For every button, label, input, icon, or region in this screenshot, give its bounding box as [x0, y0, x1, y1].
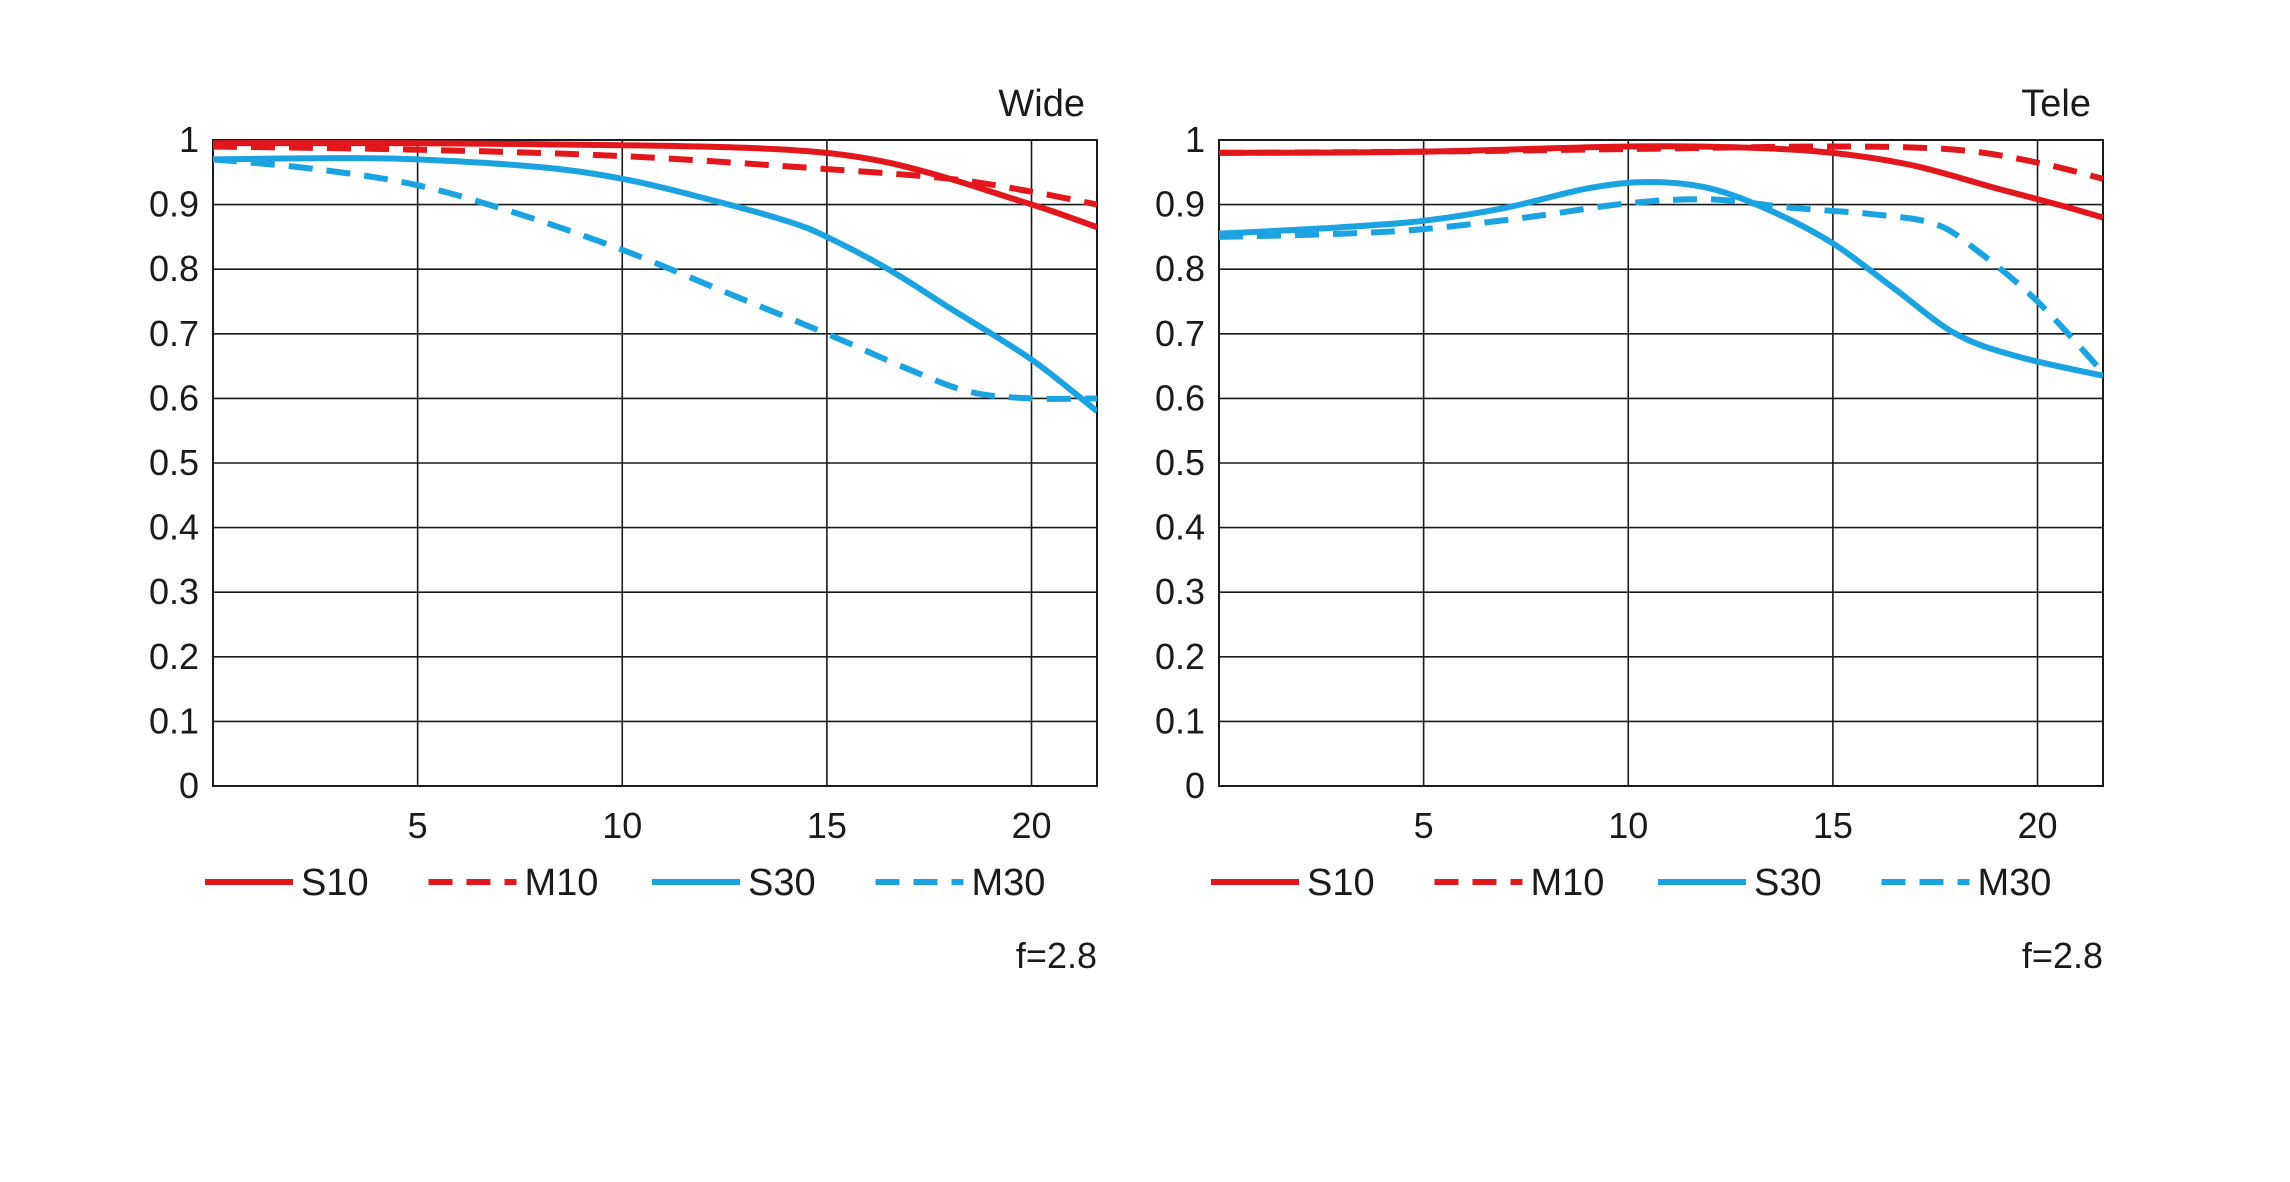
- chart-wide: 00.10.20.30.40.50.60.70.80.915 10 15 20Wide…: [149, 83, 1098, 976]
- y-tick-label: 0: [1185, 765, 1205, 806]
- y-tick-label: 1: [179, 119, 199, 160]
- plot-frame: [212, 139, 1098, 787]
- x-tick-label: 15: [807, 805, 847, 846]
- y-tick-label: 0.6: [1155, 377, 1205, 418]
- y-tick-label: 0.5: [1155, 442, 1205, 483]
- legend-label-s30: S30: [748, 862, 816, 904]
- x-tick-label: 20: [1011, 805, 1051, 846]
- y-tick-label: 0.7: [149, 313, 199, 354]
- x-tick-label: 5: [1414, 805, 1434, 846]
- series-line-m30: [213, 156, 1097, 402]
- legend-label-s30: S30: [1754, 862, 1822, 904]
- chart-title: Wide: [998, 83, 1085, 125]
- y-tick-label: 0.6: [149, 377, 199, 418]
- series-line-s10: [213, 140, 1097, 231]
- y-tick-label: 0.3: [1155, 571, 1205, 612]
- y-tick-label: 0.8: [1155, 248, 1205, 289]
- y-tick-label: 0.2: [149, 636, 199, 677]
- y-tick-label: 0.9: [149, 184, 199, 225]
- y-tick-label: 0.4: [149, 507, 199, 548]
- x-tick-label: 15: [1813, 805, 1853, 846]
- legend-label-m30: M30: [1978, 862, 2052, 904]
- series-line-m10: [1219, 143, 2103, 182]
- legend-label-m30: M30: [972, 862, 1046, 904]
- y-tick-label: 1: [1185, 119, 1205, 160]
- y-tick-label: 0.4: [1155, 507, 1205, 548]
- x-tick-label: 10: [1608, 805, 1648, 846]
- y-tick-label: 0.1: [1155, 700, 1205, 741]
- y-tick-label: 0.7: [1155, 313, 1205, 354]
- legend-label-m10: M10: [525, 862, 599, 904]
- series-group: [1219, 143, 2103, 379]
- plot-frame: [1218, 139, 2104, 787]
- aperture-note: f=2.8: [2022, 935, 2103, 976]
- series-line-s30: [213, 155, 1097, 414]
- legend-label-s10: S10: [1307, 862, 1375, 904]
- chart-tele: 00.10.20.30.40.50.60.70.80.915 10 15 20Tele…: [1155, 83, 2104, 976]
- series-line-m10: [213, 143, 1097, 208]
- series-group: [213, 140, 1097, 414]
- y-tick-label: 0.2: [1155, 636, 1205, 677]
- chart-title: Tele: [2021, 83, 2091, 125]
- y-tick-label: 0.5: [149, 442, 199, 483]
- y-tick-label: 0.3: [149, 571, 199, 612]
- x-tick-label: 5: [408, 805, 428, 846]
- y-tick-label: 0.8: [149, 248, 199, 289]
- y-tick-label: 0.1: [149, 700, 199, 741]
- x-tick-label: 20: [2017, 805, 2057, 846]
- x-tick-label: 10: [602, 805, 642, 846]
- y-tick-label: 0.9: [1155, 184, 1205, 225]
- y-tick-label: 0: [179, 765, 199, 806]
- series-line-m30: [1219, 196, 2103, 375]
- legend-label-s10: S10: [301, 862, 369, 904]
- aperture-note: f=2.8: [1016, 935, 1097, 976]
- series-line-s30: [1219, 179, 2103, 379]
- legend-label-m10: M10: [1531, 862, 1605, 904]
